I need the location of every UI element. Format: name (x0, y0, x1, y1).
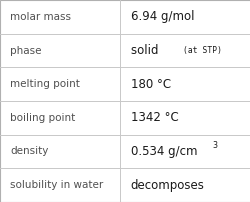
Text: phase: phase (10, 45, 41, 56)
Text: melting point: melting point (10, 79, 80, 89)
Text: 180 °C: 180 °C (130, 78, 170, 91)
Text: density: density (10, 146, 48, 157)
Text: solid: solid (130, 44, 165, 57)
Text: 0.534 g/cm: 0.534 g/cm (130, 145, 196, 158)
Text: molar mass: molar mass (10, 12, 71, 22)
Text: decomposes: decomposes (130, 179, 204, 192)
Text: 1342 °C: 1342 °C (130, 111, 178, 124)
Text: 3: 3 (211, 141, 216, 150)
Text: (at STP): (at STP) (182, 46, 221, 55)
Text: solubility in water: solubility in water (10, 180, 103, 190)
Text: 6.94 g/mol: 6.94 g/mol (130, 10, 193, 23)
Text: boiling point: boiling point (10, 113, 75, 123)
